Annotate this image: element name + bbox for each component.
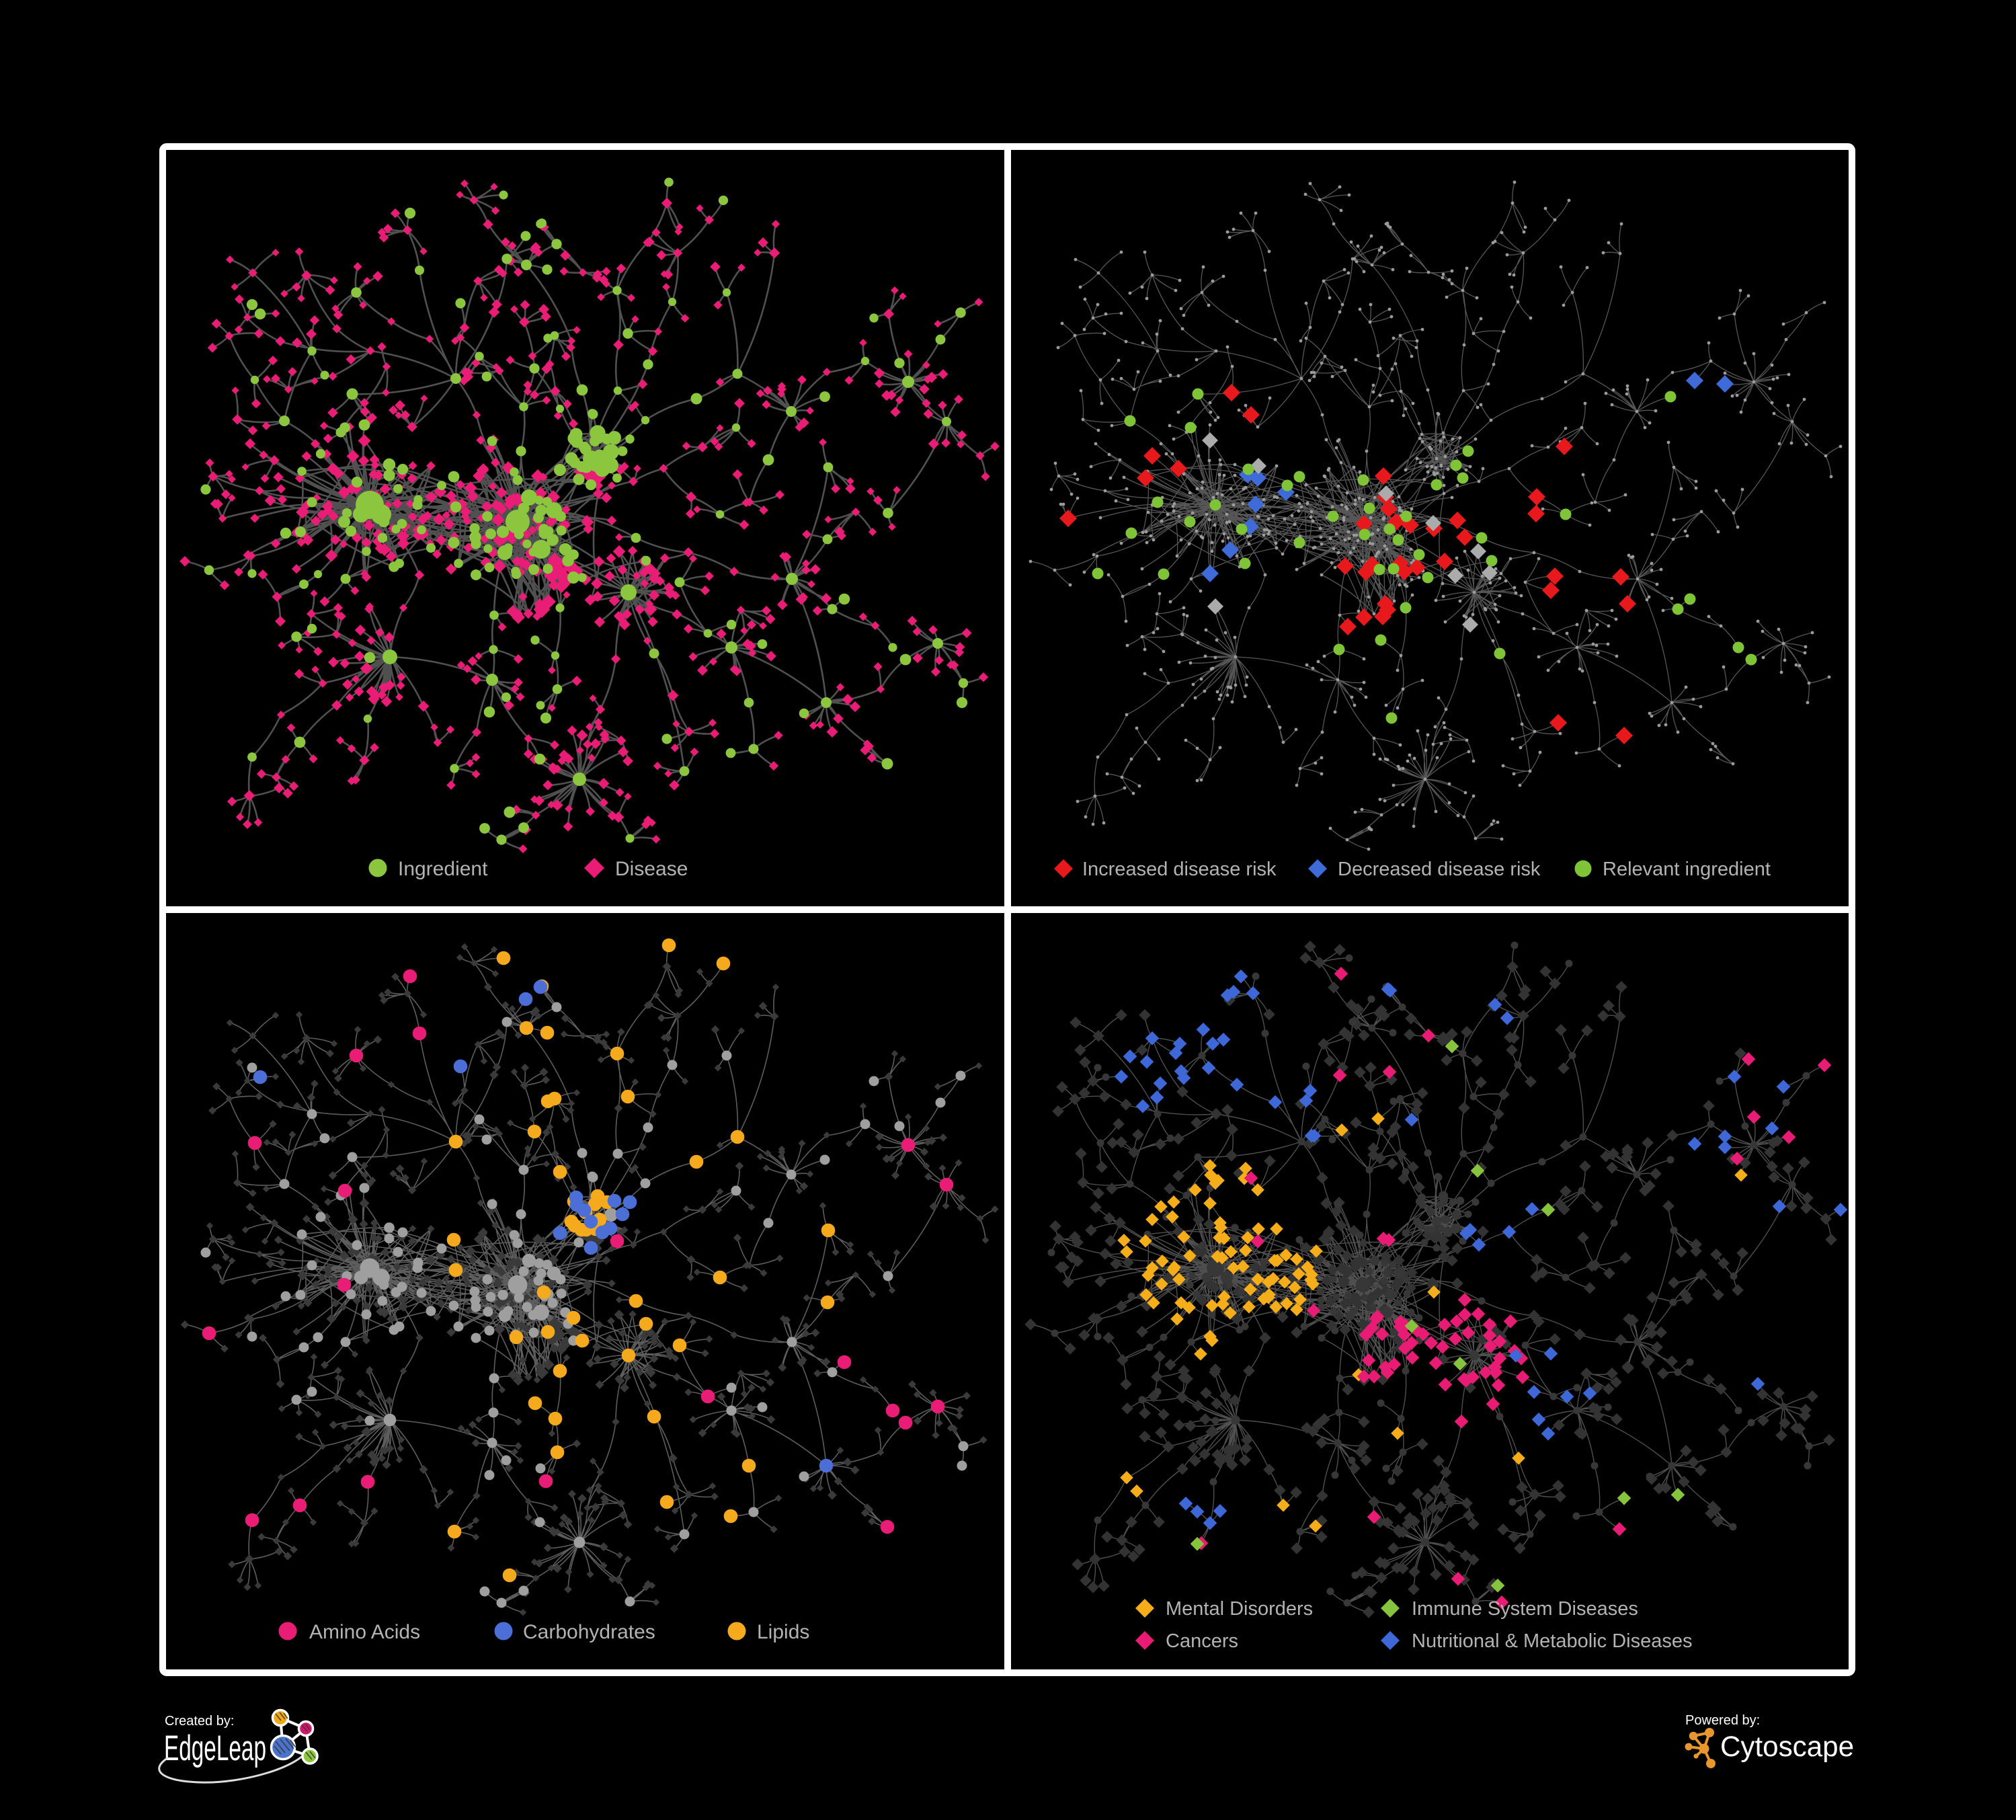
svg-text:Ingredient: Ingredient	[398, 858, 488, 880]
svg-text:Mental Disorders: Mental Disorders	[1166, 1598, 1313, 1620]
svg-text:Powered by:: Powered by:	[1685, 1713, 1760, 1728]
svg-text:Carbohydrates: Carbohydrates	[523, 1621, 655, 1643]
svg-text:Created by:: Created by:	[165, 1714, 234, 1729]
svg-text:Cytoscape: Cytoscape	[1720, 1731, 1854, 1763]
svg-text:Disease: Disease	[615, 858, 688, 880]
svg-text:Amino Acids: Amino Acids	[309, 1621, 420, 1643]
svg-text:Decreased disease risk: Decreased disease risk	[1338, 859, 1541, 880]
svg-text:Relevant ingredient: Relevant ingredient	[1603, 859, 1771, 880]
svg-text:Lipids: Lipids	[757, 1621, 809, 1643]
svg-text:Increased disease risk: Increased disease risk	[1082, 859, 1277, 880]
svg-text:Nutritional & Metabolic Diseas: Nutritional & Metabolic Diseases	[1412, 1630, 1692, 1652]
svg-text:Immune System Diseases: Immune System Diseases	[1412, 1598, 1638, 1620]
svg-text:Cancers: Cancers	[1166, 1630, 1238, 1652]
svg-text:EdgeLeap: EdgeLeap	[164, 1729, 266, 1768]
